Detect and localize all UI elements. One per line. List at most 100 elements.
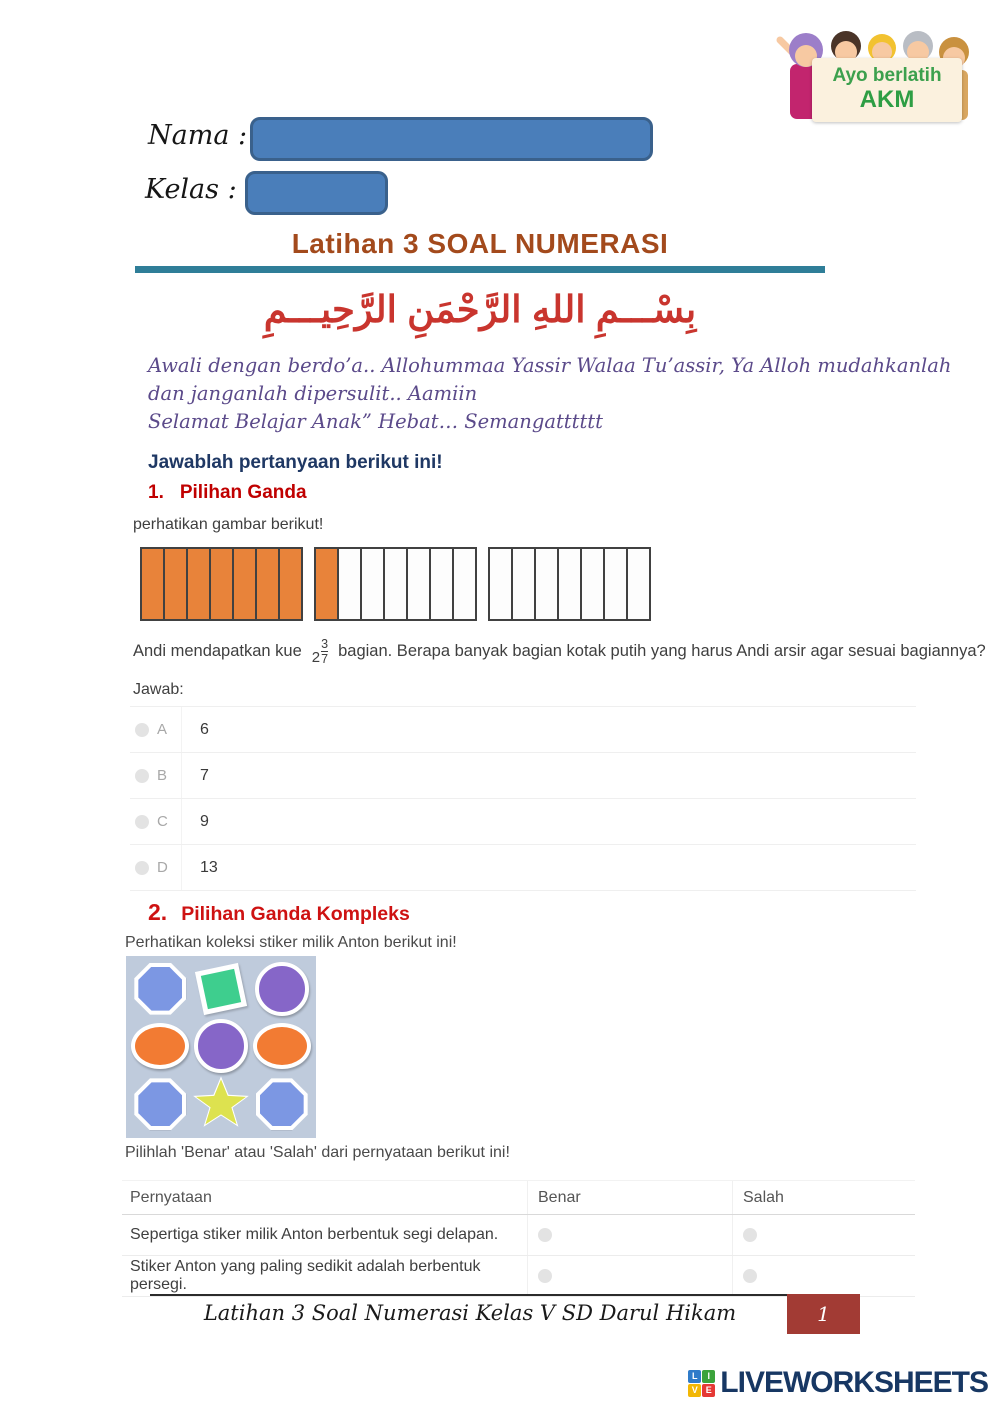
header-statement: Pernyataan xyxy=(130,1188,212,1206)
intro-line-1: Awali dengan berdo’a.. Allohummaa Yassir… xyxy=(148,354,952,377)
akm-logo: Ayo berlatih AKM xyxy=(770,14,970,124)
logo-square-l: L xyxy=(688,1369,702,1383)
akm-sign-line1: Ayo berlatih xyxy=(832,65,942,87)
header-true: Benar xyxy=(527,1181,732,1214)
fraction-denominator: 7 xyxy=(321,651,329,667)
shaded-cell xyxy=(186,549,209,619)
question2-instruction: Pilihlah 'Benar' atau 'Salah' dari perny… xyxy=(125,1144,510,1161)
option-row[interactable]: D 13 xyxy=(130,845,916,891)
intro-line-3: Selamat Belajar Anak” Hebat… Semangatttt… xyxy=(148,410,603,433)
option-selector: C xyxy=(130,799,182,844)
answer-label: Jawab: xyxy=(133,681,184,698)
radio-button[interactable] xyxy=(135,768,149,783)
empty-cell xyxy=(360,549,383,619)
option-value: 6 xyxy=(200,720,209,738)
shaded-cell xyxy=(278,549,301,619)
fraction-stack: 3 7 xyxy=(321,637,329,667)
empty-cell xyxy=(580,549,603,619)
empty-cell xyxy=(429,549,452,619)
option-selector: B xyxy=(130,753,182,798)
page-title: Latihan 3 SOAL NUMERASI xyxy=(291,228,669,259)
statement-text: Sepertiga stiker milik Anton berbentuk s… xyxy=(130,1226,499,1243)
sticker-grid xyxy=(126,956,316,1138)
fraction-bar xyxy=(488,547,651,621)
question1-type: Pilihan Ganda xyxy=(179,482,307,503)
false-cell xyxy=(732,1256,915,1296)
false-cell xyxy=(732,1215,915,1255)
table-body: Sepertiga stiker milik Anton berbentuk s… xyxy=(122,1215,915,1297)
footer-divider xyxy=(150,1294,860,1296)
empty-cell xyxy=(490,549,511,619)
radio-button-false[interactable] xyxy=(743,1228,757,1242)
sticker-octagon xyxy=(134,962,187,1015)
radio-button-false[interactable] xyxy=(743,1269,757,1283)
sticker-star xyxy=(193,1076,249,1127)
options-list: A 6 B 7 C 9 D 13 xyxy=(130,706,916,891)
fraction-whole: 2 xyxy=(311,649,321,667)
name-input[interactable] xyxy=(250,117,653,161)
fraction-numerator: 3 xyxy=(321,637,329,651)
question1-prompt: perhatikan gambar berikut! xyxy=(133,516,324,533)
question2-type: Pilihan Ganda Kompleks xyxy=(181,903,410,925)
main-instruction: Jawablah pertanyaan berikut ini! xyxy=(148,452,443,473)
true-cell xyxy=(527,1256,732,1296)
option-selector: A xyxy=(130,707,182,752)
radio-button-true[interactable] xyxy=(538,1228,552,1242)
shaded-cell xyxy=(209,549,232,619)
radio-button[interactable] xyxy=(135,722,149,737)
logo-square-e: E xyxy=(702,1383,716,1397)
akm-sign: Ayo berlatih AKM xyxy=(812,58,962,122)
sticker-ellipse xyxy=(131,1022,190,1069)
shaded-cell xyxy=(163,549,186,619)
empty-cell xyxy=(626,549,649,619)
shaded-cell xyxy=(142,549,163,619)
sticker-square xyxy=(194,962,248,1015)
logo-square-i: I xyxy=(702,1369,716,1383)
question2-heading: 2. Pilihan Ganda Kompleks xyxy=(148,899,410,926)
sticker-circle xyxy=(193,1018,248,1073)
title-divider xyxy=(135,266,825,273)
option-selector: D xyxy=(130,845,182,890)
fraction-bars xyxy=(140,547,651,621)
sticker-ellipse xyxy=(252,1022,311,1069)
class-input[interactable] xyxy=(245,171,388,215)
radio-button[interactable] xyxy=(135,860,149,875)
footer-text: Latihan 3 Soal Numerasi Kelas V SD Darul… xyxy=(203,1301,737,1325)
liveworksheets-brand: LIVEWORKSHEETS xyxy=(720,1366,989,1399)
empty-cell xyxy=(337,549,360,619)
option-value: 7 xyxy=(200,766,209,784)
empty-cell xyxy=(557,549,580,619)
empty-cell xyxy=(452,549,475,619)
radio-button[interactable] xyxy=(135,814,149,829)
question2-prompt: Perhatikan koleksi stiker milik Anton be… xyxy=(125,934,457,951)
shaded-cell xyxy=(255,549,278,619)
statement-text: Stiker Anton yang paling sedikit adalah … xyxy=(130,1258,481,1293)
header-false: Salah xyxy=(732,1181,915,1214)
shaded-cell xyxy=(316,549,337,619)
statement-row: Sepertiga stiker milik Anton berbentuk s… xyxy=(122,1215,915,1256)
statement-row: Stiker Anton yang paling sedikit adalah … xyxy=(122,1256,915,1297)
option-letter: C xyxy=(157,813,168,830)
empty-cell xyxy=(534,549,557,619)
akm-sign-line2: AKM xyxy=(859,86,915,114)
question1-text: Andi mendapatkan kue 2 3 7 bagian. Berap… xyxy=(133,637,986,667)
empty-cell xyxy=(406,549,429,619)
option-letter: B xyxy=(157,767,168,784)
shaded-cell xyxy=(232,549,255,619)
radio-button-true[interactable] xyxy=(538,1269,552,1283)
option-value: 13 xyxy=(200,858,218,876)
empty-cell xyxy=(603,549,626,619)
empty-cell xyxy=(511,549,534,619)
question1-prefix: Andi mendapatkan kue xyxy=(133,642,302,661)
fraction-bar xyxy=(314,547,477,621)
true-cell xyxy=(527,1215,732,1255)
option-value: 9 xyxy=(200,812,209,830)
question1-number: 1. xyxy=(148,482,164,503)
true-false-table: Pernyataan Benar Salah Sepertiga stiker … xyxy=(122,1180,915,1297)
